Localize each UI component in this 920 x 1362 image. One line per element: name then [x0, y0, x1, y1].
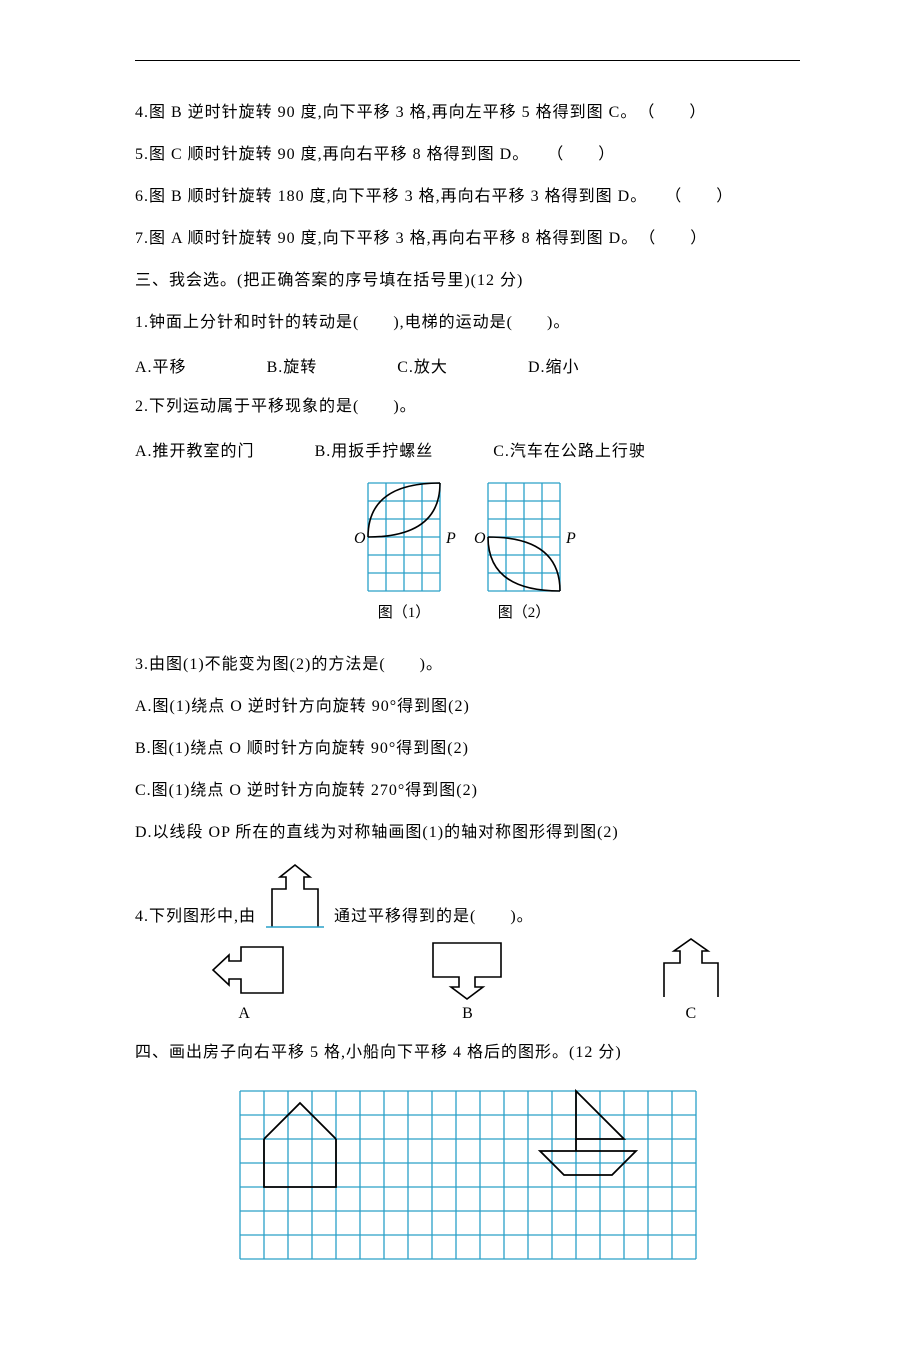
- q4-opt-b: B: [417, 935, 517, 1023]
- sec4-figure: [135, 1083, 800, 1268]
- sec3-q2: 2.下列运动属于平移现象的是( )。: [135, 395, 800, 419]
- q4-opt-c-label: C: [646, 1005, 736, 1023]
- sec4-title: 四、画出房子向右平移 5 格,小船向下平移 4 格后的图形。(12 分): [135, 1041, 800, 1065]
- sec4-grid-svg: [228, 1083, 708, 1268]
- sec3-q3: 3.由图(1)不能变为图(2)的方法是( )。: [135, 653, 800, 677]
- tf-q4: 4.图 B 逆时针旋转 90 度,向下平移 3 格,再向左平移 5 格得到图 C…: [135, 101, 800, 125]
- sec3-q2-opts: A.推开教室的门 B.用扳手拧螺丝 C.汽车在公路上行驶: [135, 437, 800, 461]
- sec3-q1-opts: A.平移 B.旋转 C.放大 D.缩小: [135, 353, 800, 377]
- top-rule: [135, 60, 800, 61]
- svg-text:P: P: [565, 530, 576, 547]
- sec3-q4-post: 通过平移得到的是( )。: [334, 905, 534, 929]
- sec3-q1: 1.钟面上分针和时针的转动是( ),电梯的运动是( )。: [135, 311, 800, 335]
- q4-stem-shape: [260, 863, 330, 929]
- sec3-figure: O P O P 图（1） 图（2）: [135, 479, 800, 639]
- sec3-q2-opt-c: C.汽车在公路上行驶: [493, 437, 646, 461]
- tf-q5: 5.图 C 顺时针旋转 90 度,再向右平移 8 格得到图 D。 （ ）: [135, 143, 800, 167]
- fig1-label: 图（1）: [377, 604, 430, 621]
- sec3-q4-opts: A B C: [135, 935, 800, 1023]
- svg-text:O: O: [354, 530, 366, 547]
- sec3-title: 三、我会选。(把正确答案的序号填在括号里)(12 分): [135, 269, 800, 293]
- sec3-q4: 4.下列图形中,由 通过平移得到的是( )。: [135, 863, 800, 929]
- tf-q6: 6.图 B 顺时针旋转 180 度,向下平移 3 格,再向右平移 3 格得到图 …: [135, 185, 800, 209]
- sec3-q2-opt-b: B.用扳手拧螺丝: [315, 437, 434, 461]
- q4-opt-a: A: [199, 935, 289, 1023]
- q3-figure-svg: O P O P 图（1） 图（2）: [328, 479, 608, 639]
- svg-text:O: O: [474, 530, 486, 547]
- sec3-q3-a: A.图(1)绕点 O 逆时针方向旋转 90°得到图(2): [135, 695, 800, 719]
- sec3-q1-opt-a: A.平移: [135, 353, 187, 377]
- sec3-q1-opt-c: C.放大: [397, 353, 448, 377]
- tf-q7: 7.图 A 顺时针旋转 90 度,向下平移 3 格,再向右平移 8 格得到图 D…: [135, 227, 800, 251]
- svg-text:P: P: [445, 530, 456, 547]
- sec3-q4-pre: 4.下列图形中,由: [135, 905, 256, 929]
- q4-opt-b-label: B: [417, 1005, 517, 1023]
- sec3-q3-c: C.图(1)绕点 O 逆时针方向旋转 270°得到图(2): [135, 779, 800, 803]
- sec3-q2-opt-a: A.推开教室的门: [135, 437, 255, 461]
- sec3-q3-d: D.以线段 OP 所在的直线为对称轴画图(1)的轴对称图形得到图(2): [135, 821, 800, 845]
- sec3-q1-opt-b: B.旋转: [267, 353, 318, 377]
- sec3-q1-opt-d: D.缩小: [528, 353, 580, 377]
- q4-opt-c: C: [646, 935, 736, 1023]
- sec3-q3-b: B.图(1)绕点 O 顺时针方向旋转 90°得到图(2): [135, 737, 800, 761]
- fig2-label: 图（2）: [497, 604, 550, 621]
- q4-opt-a-label: A: [199, 1005, 289, 1023]
- page: 4.图 B 逆时针旋转 90 度,向下平移 3 格,再向左平移 5 格得到图 C…: [0, 0, 920, 1362]
